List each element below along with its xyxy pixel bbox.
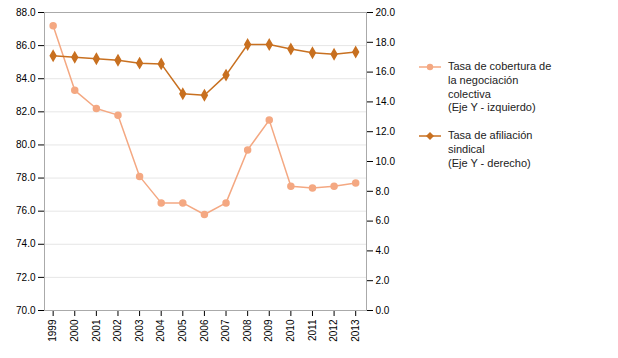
svg-text:1999: 1999 <box>47 319 58 342</box>
svg-text:2008: 2008 <box>242 319 253 342</box>
svg-text:2006: 2006 <box>199 319 210 342</box>
svg-text:2005: 2005 <box>177 319 188 342</box>
svg-text:2.0: 2.0 <box>376 275 390 286</box>
html-text:Tasa de afiliación sindical (E: Tasa de afiliación sindical (Eje Y - der… <box>448 129 533 169</box>
svg-text:84.0: 84.0 <box>16 73 36 84</box>
svg-text:2001: 2001 <box>91 319 102 342</box>
svg-text:2012: 2012 <box>328 319 339 342</box>
svg-text:76.0: 76.0 <box>16 205 36 216</box>
svg-text:16.0: 16.0 <box>376 66 396 77</box>
svg-text:88.0: 88.0 <box>16 7 36 18</box>
svg-text:4.0: 4.0 <box>376 245 390 256</box>
svg-text:2010: 2010 <box>285 319 296 342</box>
svg-text:86.0: 86.0 <box>16 40 36 51</box>
svg-text:6.0: 6.0 <box>376 215 390 226</box>
svg-text:18.0: 18.0 <box>376 37 396 48</box>
svg-text:12.0: 12.0 <box>376 126 396 137</box>
svg-text:20.0: 20.0 <box>376 7 396 18</box>
svg-text:2011: 2011 <box>307 319 318 341</box>
svg-text:8.0: 8.0 <box>376 186 390 197</box>
svg-text:10.0: 10.0 <box>376 156 396 167</box>
svg-text:72.0: 72.0 <box>16 272 36 283</box>
svg-text:2013: 2013 <box>350 319 361 342</box>
svg-text:0.0: 0.0 <box>376 305 390 316</box>
svg-text:70.0: 70.0 <box>16 305 36 316</box>
svg-text:2000: 2000 <box>69 319 80 342</box>
svg-text:80.0: 80.0 <box>16 139 36 150</box>
svg-text:2009: 2009 <box>263 319 274 342</box>
svg-text:78.0: 78.0 <box>16 172 36 183</box>
svg-text:14.0: 14.0 <box>376 96 396 107</box>
svg-text:82.0: 82.0 <box>16 106 36 117</box>
svg-text:2004: 2004 <box>155 319 166 342</box>
svg-text:2003: 2003 <box>134 319 145 342</box>
svg-text:74.0: 74.0 <box>16 238 36 249</box>
svg-text:2007: 2007 <box>220 319 231 342</box>
html-text:Tasa de cobertura de la negoci: Tasa de cobertura de la negociación cole… <box>448 60 552 114</box>
svg-text:2002: 2002 <box>112 319 123 342</box>
